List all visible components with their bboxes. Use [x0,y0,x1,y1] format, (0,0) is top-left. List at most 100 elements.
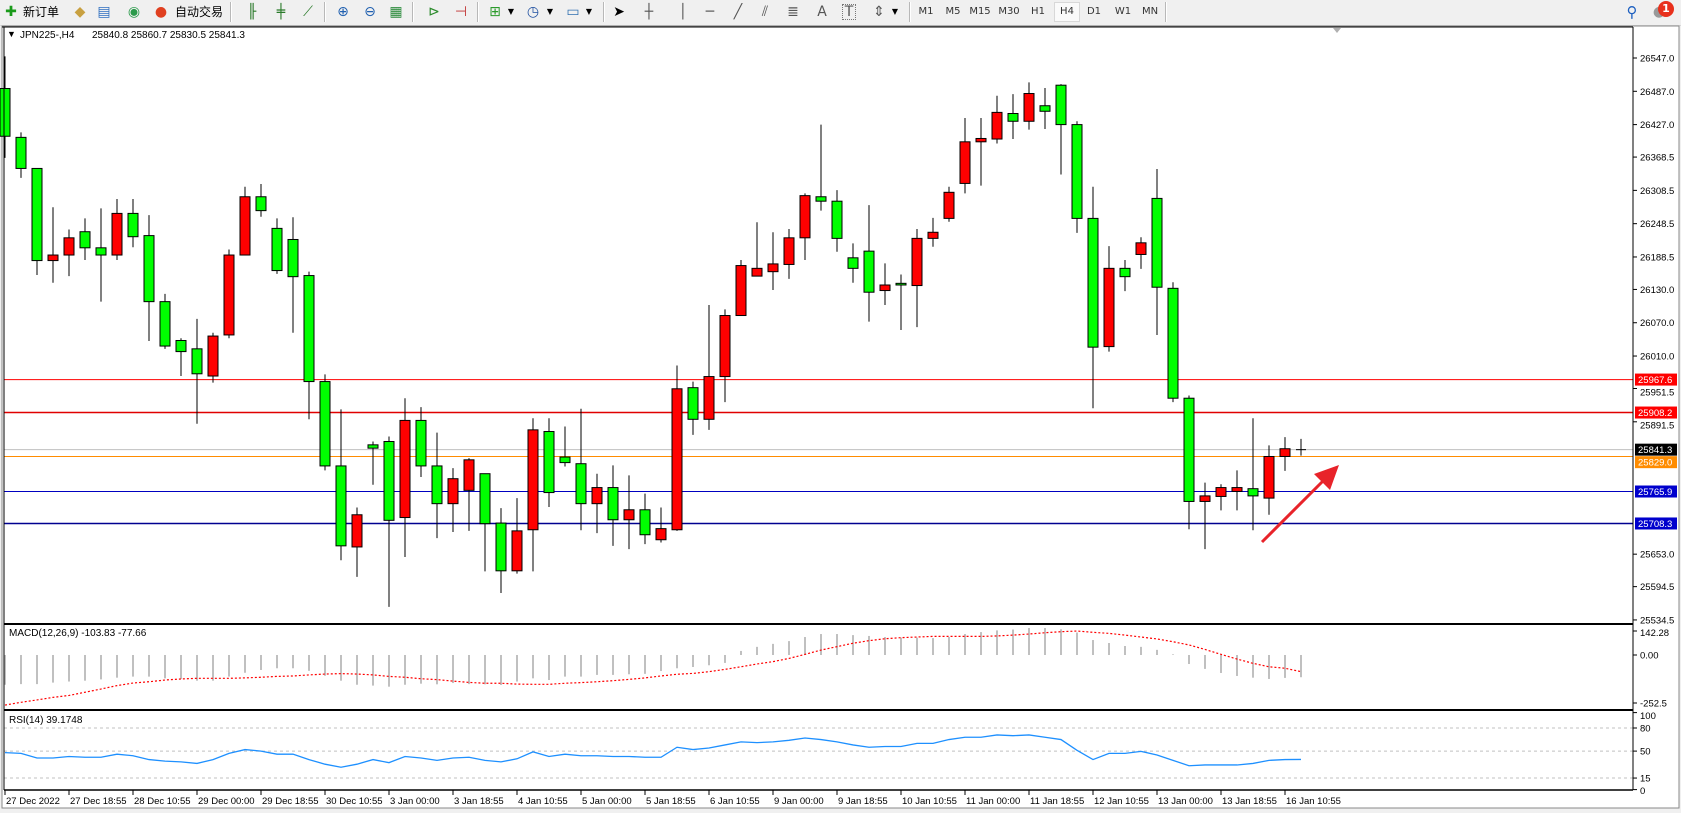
candle-body [143,235,155,303]
timeframe-m30[interactable]: M30 [998,6,1020,17]
macd-histogram-bar [1172,654,1174,655]
macd-tick-label: 142.28 [1640,628,1669,639]
price-tick-label: 25653.0 [1640,550,1674,561]
candle [1167,282,1179,403]
indicators-icon[interactable]: ⊞ [489,4,501,20]
trendline-icon[interactable]: ╱ [733,4,743,20]
macd-histogram-bar [516,655,518,682]
time-tick-label: 13 Jan 00:00 [1158,796,1213,807]
macd-histogram-bar [340,655,342,681]
candle [239,186,251,256]
timeframe-d1[interactable]: D1 [1086,6,1102,17]
candle [1039,87,1051,130]
chart-shift-icon[interactable]: ⊣ [454,4,468,20]
toolbar-separator [477,2,479,22]
tile-windows-icon[interactable]: ▦ [389,4,403,20]
auto-trading-button[interactable]: 自动交易 [174,5,223,19]
candlestick-icon[interactable]: ╪ [276,4,286,20]
periods-icon[interactable]: ◷ [526,4,540,20]
autoscroll-icon[interactable]: ⊳ [428,4,440,20]
candle-body [15,136,27,169]
macd-histogram-bar [196,655,198,681]
chevron-down-icon[interactable]: ▼ [546,7,554,16]
candle-body [95,247,107,256]
channel-icon[interactable]: ⫽ [761,4,769,20]
candle-body [479,473,491,525]
macd-histogram-bar [1044,628,1046,655]
time-tick-label: 13 Jan 18:55 [1222,796,1277,807]
candle [735,260,747,317]
chart-shift-marker-icon[interactable] [1333,28,1341,33]
new-order-button[interactable]: 新订单 [22,5,59,19]
chart-menu-triangle-icon[interactable]: ▼ [7,29,16,39]
candle-body [271,227,283,272]
timeframe-mn[interactable]: MN [1141,6,1159,17]
text-icon[interactable]: A [817,4,827,20]
candle-body [655,528,667,541]
candle-body [1023,93,1035,122]
fibonacci-icon[interactable]: ≣ [787,4,799,20]
candle-body [319,381,331,467]
timeframe-m5[interactable]: M5 [945,6,961,17]
price-level-label: 25708.3 [1638,519,1672,530]
notification-badge[interactable]: 1 [1658,1,1674,17]
chevron-down-icon[interactable]: ▼ [891,7,899,16]
candle-body [639,509,651,536]
new-order-icon[interactable]: ✚ [5,4,17,20]
candle [879,263,891,305]
time-tick-label: 6 Jan 10:55 [710,796,760,807]
line-chart-icon[interactable]: ⟋ [303,4,313,20]
rsi-tick-label: 80 [1640,724,1651,735]
rsi-tick-label: 100 [1640,711,1656,722]
horizontal-line-icon[interactable]: ─ [705,4,715,20]
price-tick-label: 26070.0 [1640,318,1674,329]
candle-body [255,196,267,212]
candle [207,332,219,383]
candle-body [927,231,939,239]
timeframe-h1[interactable]: H1 [1031,6,1045,17]
vertical-line-icon[interactable]: │ [678,4,688,20]
candle [623,475,635,550]
price-level-label: 25765.9 [1638,487,1672,498]
templates-icon[interactable]: ▭ [566,4,580,20]
candle [1296,438,1306,456]
candle-body [895,282,907,286]
timeframe-w1[interactable]: W1 [1114,6,1132,17]
candle-body [463,459,475,491]
text-label-icon[interactable]: T [842,4,856,20]
candle [911,228,923,328]
timeframe-h4[interactable]: H4 [1054,2,1080,22]
toolbar-separator [603,2,605,22]
candle-body [1183,397,1195,502]
crosshair-icon[interactable]: ┼ [644,4,654,20]
timeframe-m1[interactable]: M1 [918,6,934,17]
gold-icon[interactable]: ◆ [74,4,86,20]
chevron-down-icon[interactable]: ▼ [585,7,593,16]
candle-body [1167,287,1179,399]
time-tick-label: 11 Jan 18:55 [1030,796,1084,807]
signals-icon[interactable]: ◉ [127,4,141,20]
cursor-icon[interactable]: ➤ [613,4,625,20]
macd-histogram-bar [676,655,678,669]
search-icon[interactable]: ⚲ [1626,3,1638,21]
bar-chart-icon[interactable]: ╟ [247,4,257,20]
candle [783,228,795,279]
chevron-down-icon[interactable]: ▼ [507,7,515,16]
history-icon[interactable]: ▤ [97,4,111,20]
zoom-in-icon[interactable]: ⊕ [337,4,349,20]
timeframe-m15[interactable]: M15 [969,6,991,17]
zoom-out-icon[interactable]: ⊖ [364,4,376,20]
macd-histogram-bar [708,655,710,666]
candle [31,167,43,276]
auto-trading-icon[interactable]: ● [154,4,168,20]
time-tick-label: 12 Jan 10:55 [1094,796,1149,807]
candle-body [975,137,987,143]
arrows-icon[interactable]: ⇕ [873,4,885,20]
price-level-label-bg [1635,443,1677,456]
candle [431,432,443,539]
price-tick-label: 25594.5 [1640,582,1674,593]
macd-histogram-bar [372,655,374,686]
price-tick-label: 26188.5 [1640,252,1674,263]
candle [415,407,427,478]
